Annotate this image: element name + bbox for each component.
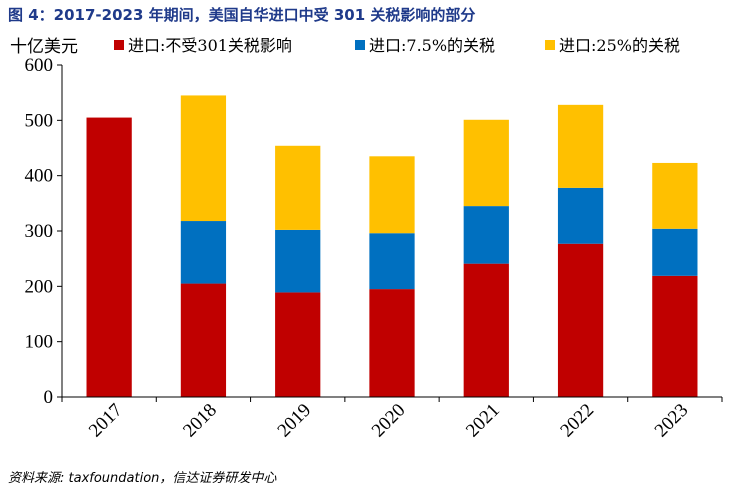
bar-segment-series-1 bbox=[652, 275, 698, 397]
bar-segment-series-3 bbox=[369, 156, 415, 234]
bar-segment-series-2 bbox=[652, 228, 698, 276]
y-tick-label: 400 bbox=[25, 166, 54, 187]
y-tick-label: 500 bbox=[25, 110, 54, 131]
x-tick-label: 2018 bbox=[179, 400, 221, 442]
bars bbox=[86, 95, 698, 398]
legend-label: 进口:不受301关税影响 bbox=[128, 36, 292, 55]
bar-segment-series-3 bbox=[180, 95, 227, 222]
legend-swatch bbox=[114, 40, 124, 50]
x-tick-label: 2020 bbox=[368, 400, 410, 442]
bar-segment-series-3 bbox=[275, 145, 321, 230]
source-note: 资料来源: taxfoundation，信达证券研发中心 bbox=[8, 471, 277, 486]
x-tick-label: 2022 bbox=[556, 400, 598, 442]
x-tick-label: 2023 bbox=[651, 400, 693, 442]
bar-segment-series-3 bbox=[557, 104, 604, 188]
y-axis-label: 十亿美元 bbox=[10, 37, 78, 57]
bar-segment-series-2 bbox=[275, 229, 321, 293]
bar-segment-series-1 bbox=[180, 283, 227, 397]
legend: 进口:不受301关税影响 进口:7.5%的关税 进口:25%的关税 bbox=[114, 36, 680, 55]
legend-swatch bbox=[545, 40, 555, 50]
bar-segment-series-1 bbox=[369, 289, 415, 397]
y-tick-label: 200 bbox=[25, 276, 54, 297]
x-tick-label: 2019 bbox=[274, 400, 316, 442]
bar-segment-series-3 bbox=[652, 162, 698, 229]
bar-segment-series-1 bbox=[463, 263, 509, 397]
x-tick-label: 2017 bbox=[85, 400, 127, 442]
bar-segment-series-2 bbox=[369, 233, 415, 290]
x-axis: 2017 2018 2019 2020 2021 2022 2023 bbox=[61, 396, 723, 442]
bar-segment-series-3 bbox=[463, 119, 509, 207]
bar-segment-series-1 bbox=[86, 117, 132, 398]
y-tick-label: 100 bbox=[25, 332, 54, 353]
x-tick-label: 2021 bbox=[462, 400, 504, 442]
legend-label: 进口:25%的关税 bbox=[559, 36, 680, 55]
bar-segment-series-2 bbox=[557, 187, 604, 244]
y-tick-label: 0 bbox=[44, 387, 54, 408]
y-tick-label: 300 bbox=[25, 221, 54, 242]
legend-swatch bbox=[355, 40, 365, 50]
bar-segment-series-1 bbox=[557, 243, 604, 397]
bar-segment-series-2 bbox=[180, 221, 227, 284]
y-axis: 0 100 200 300 400 500 600 bbox=[25, 55, 63, 408]
bar-segment-series-2 bbox=[463, 206, 509, 264]
y-tick-label: 600 bbox=[25, 55, 54, 76]
figure-title: 图 4：2017-2023 年期间，美国自华进口中受 301 关税影响的部分 bbox=[8, 6, 476, 24]
bar-segment-series-1 bbox=[275, 292, 321, 397]
legend-label: 进口:7.5%的关税 bbox=[369, 36, 495, 55]
